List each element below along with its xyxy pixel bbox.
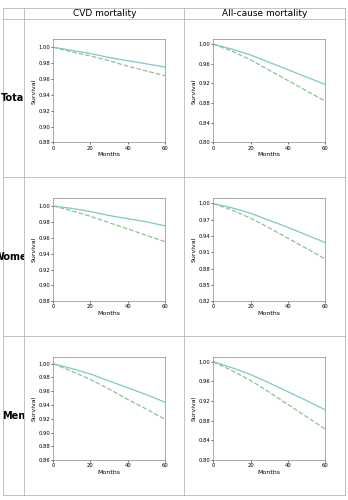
Text: Women: Women <box>0 252 34 262</box>
Text: Total: Total <box>0 93 27 103</box>
Text: All-cause mortality: All-cause mortality <box>222 8 307 18</box>
Text: Men: Men <box>2 410 25 420</box>
Text: CVD mortality: CVD mortality <box>73 8 136 18</box>
